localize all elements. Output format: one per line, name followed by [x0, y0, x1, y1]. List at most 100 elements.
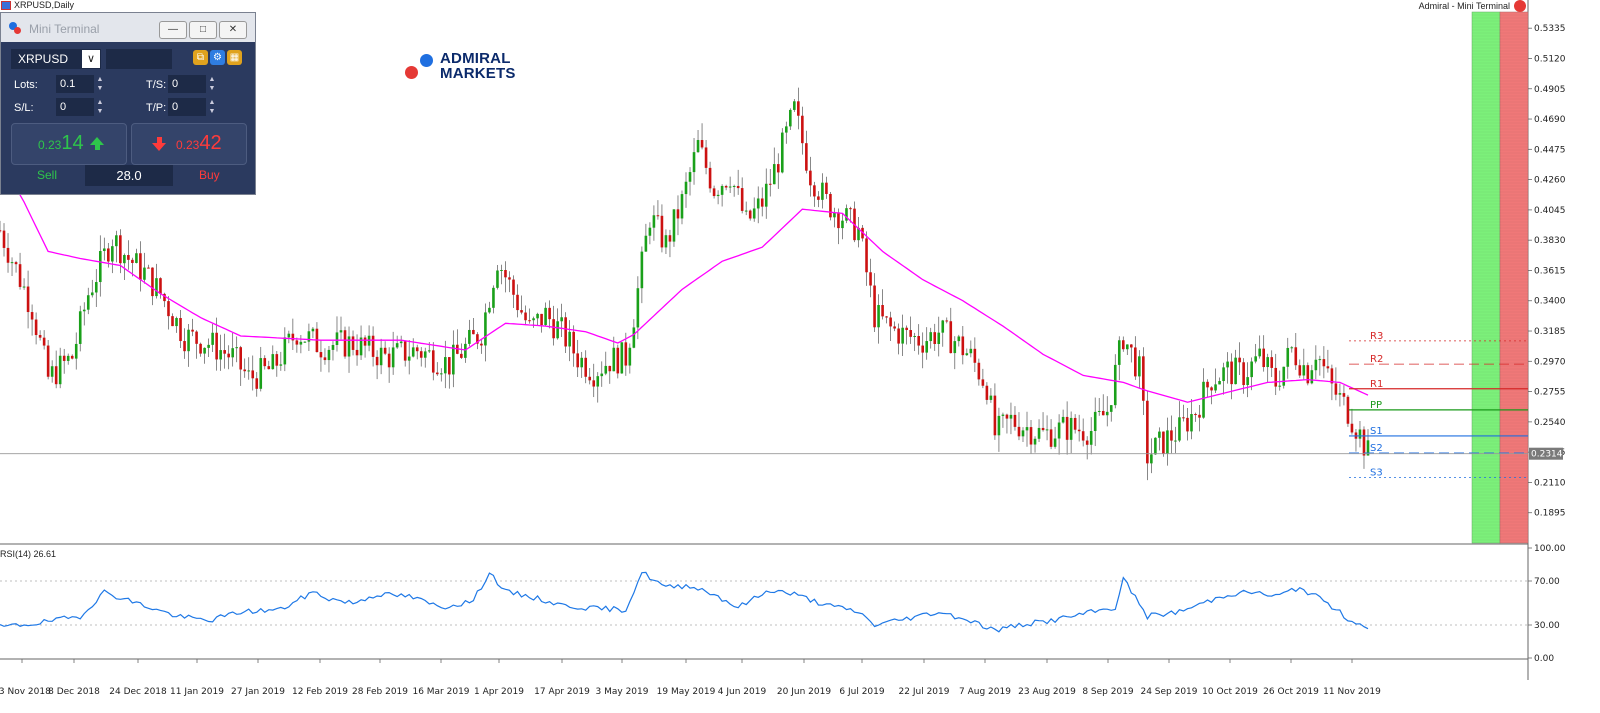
candle	[231, 332, 234, 367]
ts-input[interactable]: 0	[168, 75, 206, 93]
candle	[889, 311, 892, 342]
candle-body	[1302, 365, 1306, 376]
candle	[1017, 412, 1021, 441]
candle-body	[1346, 396, 1350, 424]
tp-input[interactable]: 0	[168, 98, 206, 116]
candle	[1250, 357, 1253, 391]
candle-body	[82, 309, 86, 312]
sl-stepper[interactable]: ▲ ▼	[96, 99, 104, 115]
candle-body	[989, 395, 993, 400]
sell-button[interactable]: Sell	[37, 168, 58, 182]
sell-price-box[interactable]: 0.2314	[11, 123, 127, 165]
candle	[825, 176, 828, 199]
candle	[620, 342, 624, 374]
candle	[1246, 362, 1249, 398]
candle-body	[813, 185, 816, 197]
restore-button[interactable]: □	[189, 21, 217, 39]
candle	[752, 197, 756, 222]
candle-body	[568, 331, 571, 347]
candle-body	[748, 210, 752, 219]
candle	[857, 217, 860, 248]
lots-label: Lots:	[14, 79, 38, 91]
candle-body	[98, 251, 102, 283]
candle-body	[1037, 427, 1041, 439]
candle-body	[448, 357, 451, 375]
rsi-panel: 100.00 70.00 30.00 0.00	[0, 544, 1566, 664]
candle	[22, 278, 26, 290]
mini-terminal-window[interactable]: Mini Terminal — □ ✕ XRPUSD ∨ ⧉ ⚙ ▦ Lots:…	[0, 12, 256, 195]
candle	[1005, 413, 1009, 434]
minimize-button[interactable]: —	[159, 21, 187, 39]
candle-body	[869, 272, 872, 286]
ts-stepper[interactable]: ▲ ▼	[208, 76, 216, 92]
candle	[319, 339, 323, 372]
candle-body	[544, 307, 547, 326]
candle	[664, 229, 668, 254]
tp-stepper[interactable]: ▲ ▼	[208, 99, 216, 115]
candle	[1274, 353, 1278, 396]
candle-body	[925, 341, 929, 353]
ma-line	[0, 159, 1369, 403]
candle	[303, 341, 307, 343]
candle	[965, 348, 969, 356]
buy-price-box[interactable]: 0.2342	[131, 123, 247, 165]
candle	[708, 161, 712, 193]
candle-body	[977, 362, 981, 380]
candle-body	[640, 251, 644, 289]
candle-body	[1294, 347, 1298, 366]
candle	[179, 309, 182, 349]
candle	[94, 269, 98, 307]
candle	[1270, 350, 1274, 378]
mini-terminal-titlebar[interactable]: Mini Terminal — □ ✕	[1, 13, 255, 42]
candle	[869, 258, 872, 298]
candle-body	[508, 277, 511, 280]
candle	[1282, 366, 1286, 389]
price-tick-label: 0.4690	[1534, 115, 1566, 125]
candle	[1206, 379, 1209, 398]
candle-body	[46, 345, 50, 377]
close-button[interactable]: ✕	[219, 21, 247, 39]
candle	[54, 350, 58, 389]
candle-body	[123, 255, 126, 264]
candle-body	[263, 358, 267, 367]
candle-body	[1154, 437, 1157, 455]
expand-icon[interactable]: ▦	[227, 50, 242, 65]
candle	[941, 319, 945, 347]
candle-body	[291, 333, 295, 341]
buy-button[interactable]: Buy	[199, 168, 220, 182]
sl-input[interactable]: 0	[56, 98, 94, 116]
copy-icon[interactable]: ⧉	[193, 50, 208, 65]
candle	[508, 271, 511, 293]
symbol-select[interactable]: XRPUSD	[11, 49, 101, 69]
time-tick-label: 23 Nov 2018	[0, 687, 51, 697]
candle-body	[953, 341, 957, 354]
candle	[997, 407, 1001, 452]
candle	[1001, 412, 1005, 428]
candle	[151, 267, 154, 306]
candle	[435, 362, 439, 376]
candle-body	[744, 210, 748, 212]
candle	[556, 308, 559, 340]
candle-body	[1125, 344, 1129, 350]
chevron-down-icon[interactable]: ∨	[82, 50, 100, 68]
candle-body	[1166, 430, 1169, 454]
sl-label: S/L:	[14, 102, 34, 114]
candle	[732, 184, 736, 197]
candle	[167, 296, 170, 330]
candle	[712, 185, 716, 199]
candle	[50, 360, 54, 383]
lots-stepper[interactable]: ▲ ▼	[96, 76, 104, 92]
candle	[58, 347, 62, 389]
price-axis: 0.5335 0.5120 0.4905 0.4690 0.4475 0.4260 0.40…	[1528, 24, 1566, 519]
candle-body	[668, 235, 672, 242]
price-tick-label: 0.3830	[1534, 236, 1566, 246]
candle	[448, 357, 451, 389]
candle-body	[829, 193, 832, 218]
candle-body	[251, 370, 255, 379]
logo-text: ADMIRAL MARKETS	[440, 50, 516, 82]
candle	[1013, 406, 1017, 431]
tp-label: T/P:	[146, 102, 167, 114]
gear-icon[interactable]: ⚙	[210, 50, 225, 65]
candle	[1306, 362, 1310, 386]
lots-input[interactable]: 0.1	[56, 75, 94, 93]
